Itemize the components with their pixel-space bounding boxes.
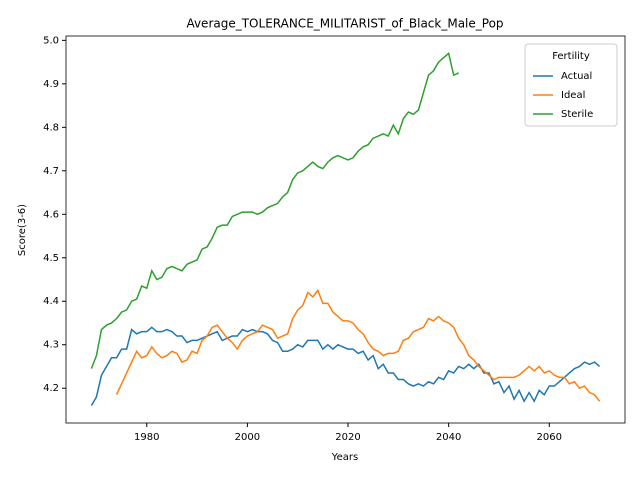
y-tick-label: 4.5 — [43, 253, 59, 264]
y-tick-label: 4.2 — [43, 383, 59, 394]
x-tick-label: 2020 — [335, 432, 360, 443]
legend-label: Ideal — [561, 90, 585, 101]
y-tick-label: 4.9 — [43, 79, 59, 90]
chart-title: Average_TOLERANCE_MILITARIST_of_Black_Ma… — [186, 17, 503, 31]
legend-title: Fertility — [552, 51, 590, 62]
x-tick-label: 2060 — [537, 432, 562, 443]
x-tick-label: 2040 — [436, 432, 461, 443]
legend-box — [524, 43, 618, 127]
y-tick-label: 4.4 — [43, 296, 59, 307]
y-tick-label: 5.0 — [43, 35, 59, 46]
x-tick-label: 2000 — [235, 432, 260, 443]
legend-label: Actual — [561, 71, 592, 82]
y-tick-label: 4.3 — [43, 340, 59, 351]
plot-frame — [65, 35, 626, 424]
x-tick-label: 1980 — [134, 432, 159, 443]
legend-label: Sterile — [561, 109, 593, 120]
x-axis-label: Years — [331, 452, 358, 463]
line — [90, 52, 460, 369]
y-tick-label: 4.7 — [43, 166, 59, 177]
line — [115, 288, 601, 402]
y-axis-label: Score(3-6) — [17, 204, 28, 256]
y-tick-label: 4.6 — [43, 209, 59, 220]
line — [90, 326, 601, 406]
y-tick-label: 4.8 — [43, 122, 59, 133]
